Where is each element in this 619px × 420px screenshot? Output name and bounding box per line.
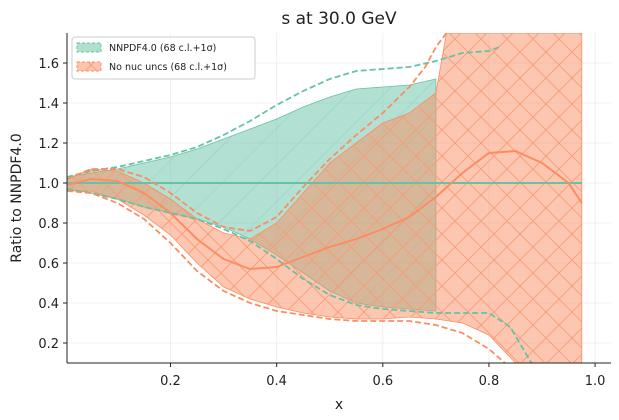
legend-frame [71, 36, 256, 80]
no-nuc-band-hatch [67, 33, 582, 363]
y-tick-label-0.8: 0.8 [38, 217, 59, 232]
legend-swatch-nnpdf-hatch [77, 43, 101, 52]
y-tick-label-1.2: 1.2 [38, 137, 59, 152]
y-tick-label-1.4: 1.4 [38, 97, 59, 112]
y-axis-label: Ratio to NNPDF4.0 [9, 133, 25, 262]
legend: NNPDF4.0 (68 c.l.+1σ) No nuc uncs (68 c.… [71, 36, 256, 80]
legend-label-no-nuc: No nuc uncs (68 c.l.+1σ) [109, 62, 227, 73]
plot-area [67, 33, 583, 363]
y-tick-label-0.6: 0.6 [38, 257, 59, 272]
chart-title: s at 30.0 GeV [281, 9, 397, 29]
y-tick-label-1.0: 1.0 [38, 177, 59, 192]
x-tick-label-0.2: 0.2 [160, 374, 181, 389]
no-nuc-dashed-upper [67, 33, 448, 232]
no-nuc-dashed-lower [67, 190, 506, 363]
x-tick-label-0.4: 0.4 [266, 374, 287, 389]
legend-swatch-no-nuc-hatch [77, 62, 101, 71]
y-tick-label-0.2: 0.2 [38, 337, 59, 352]
x-tick-label-1.0: 1.0 [585, 374, 606, 389]
x-axis-label: x [335, 397, 343, 413]
x-axis-ticks: 0.2 0.4 0.6 0.8 1.0 [160, 363, 605, 389]
nnpdf-dashed-upper [67, 46, 500, 178]
y-tick-label-1.6: 1.6 [38, 57, 59, 72]
no-nuc-central-line [67, 149, 583, 271]
legend-label-nnpdf: NNPDF4.0 (68 c.l.+1σ) [109, 43, 216, 54]
y-tick-label-0.4: 0.4 [38, 297, 59, 312]
x-tick-label-0.6: 0.6 [372, 374, 393, 389]
y-axis-ticks: 0.2 0.4 0.6 0.8 1.0 1.2 1.4 1.6 [38, 57, 67, 352]
x-tick-label-0.8: 0.8 [479, 374, 500, 389]
nnpdf-dashed-lower [67, 188, 533, 363]
